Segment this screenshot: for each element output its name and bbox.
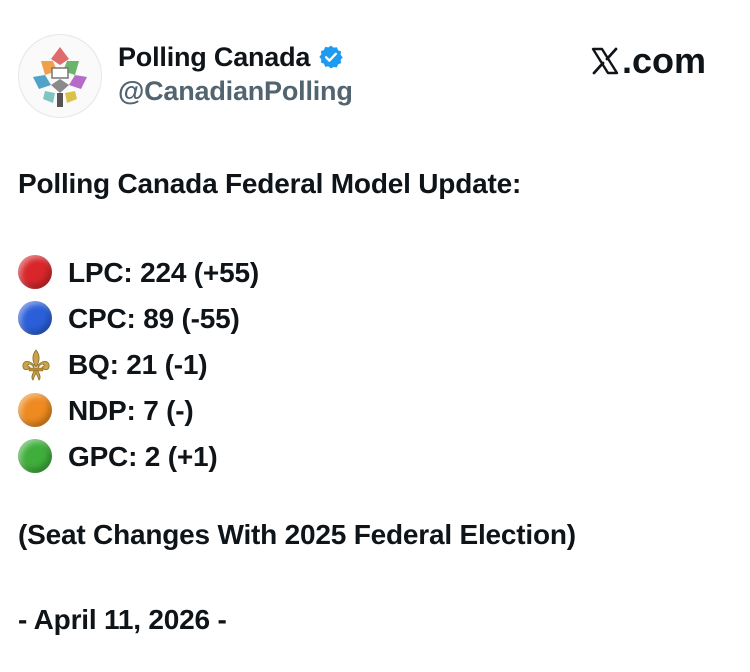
green-circle-icon: [18, 439, 54, 475]
orange-circle-icon: [18, 393, 54, 429]
seat-change-note: (Seat Changes With 2025 Federal Election…: [18, 519, 576, 550]
x-logo-icon: [591, 47, 619, 75]
orange-circle-dot: [18, 393, 52, 427]
party-text-ndp: NDP: 7 (-): [68, 395, 194, 426]
maple-leaf-logo-icon: [33, 47, 87, 107]
verified-badge-icon: [319, 45, 343, 69]
blue-circle-dot: [18, 301, 52, 335]
account-names: Polling Canada @CanadianPolling: [118, 40, 353, 107]
fleur-de-lis-icon: [22, 349, 50, 381]
red-circle-dot: [18, 255, 52, 289]
post-headline: Polling Canada Federal Model Update:: [18, 168, 522, 199]
party-text-bq: BQ: 21 (-1): [68, 349, 208, 380]
blue-circle-icon: [18, 301, 54, 337]
party-row-cpc: CPC: 89 (-55): [18, 296, 259, 342]
brand-label: .com: [621, 40, 706, 81]
party-text-gpc: GPC: 2 (+1): [68, 441, 218, 472]
avatar[interactable]: [18, 34, 102, 118]
party-seat-list: LPC: 224 (+55) CPC: 89 (-55) BQ: 21 (-1)…: [18, 250, 259, 480]
display-name[interactable]: Polling Canada: [118, 41, 311, 72]
party-row-ndp: NDP: 7 (-): [18, 388, 259, 434]
red-circle-icon: [18, 255, 54, 291]
party-row-gpc: GPC: 2 (+1): [18, 434, 259, 480]
party-text-lpc: LPC: 224 (+55): [68, 257, 259, 288]
party-row-bq: BQ: 21 (-1): [18, 342, 259, 388]
post-date-line: - April 11, 2026 -: [18, 604, 227, 635]
party-row-lpc: LPC: 224 (+55): [18, 250, 259, 296]
post-header: Polling Canada @CanadianPolling .com: [18, 34, 732, 120]
green-circle-dot: [18, 439, 52, 473]
party-text-cpc: CPC: 89 (-55): [68, 303, 240, 334]
account-handle[interactable]: @CanadianPolling: [118, 76, 353, 106]
brand-watermark: .com: [590, 40, 706, 82]
display-name-row: Polling Canada: [118, 40, 353, 74]
